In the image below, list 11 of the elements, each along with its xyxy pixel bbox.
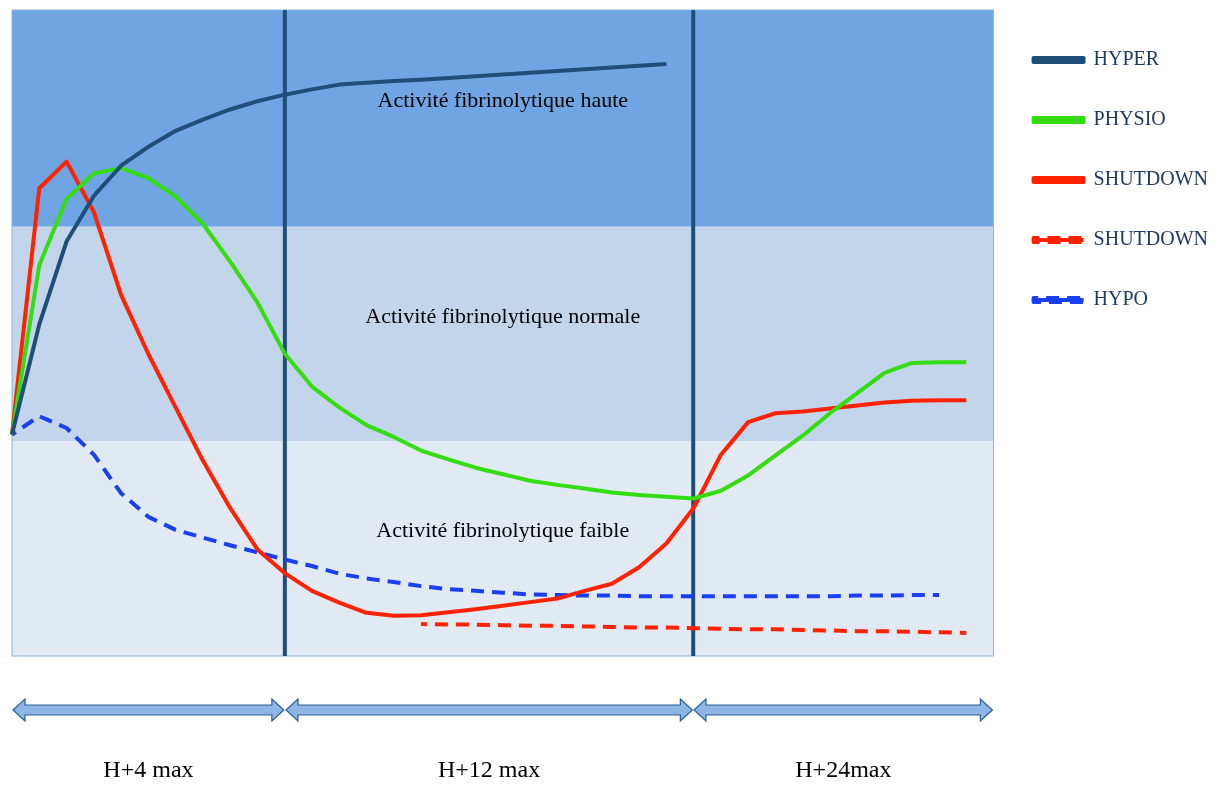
legend-label: HYPO [1093, 287, 1149, 310]
text: H+4 max [102, 756, 195, 783]
band-label: Activité fibrinolytique haute [377, 86, 629, 112]
legend-label: SHUTDOWN [1093, 167, 1208, 190]
text: H+12 max [436, 756, 542, 783]
legend-label: SHUTDOWN [1093, 227, 1208, 250]
legend-label: HYPER [1093, 47, 1160, 70]
text: H+24max [794, 756, 893, 783]
band-label: Activité fibrinolytique faible [376, 517, 630, 543]
band-label: Activité fibrinolytique normale [365, 302, 641, 328]
legend-label: PHYSIO [1093, 107, 1166, 130]
